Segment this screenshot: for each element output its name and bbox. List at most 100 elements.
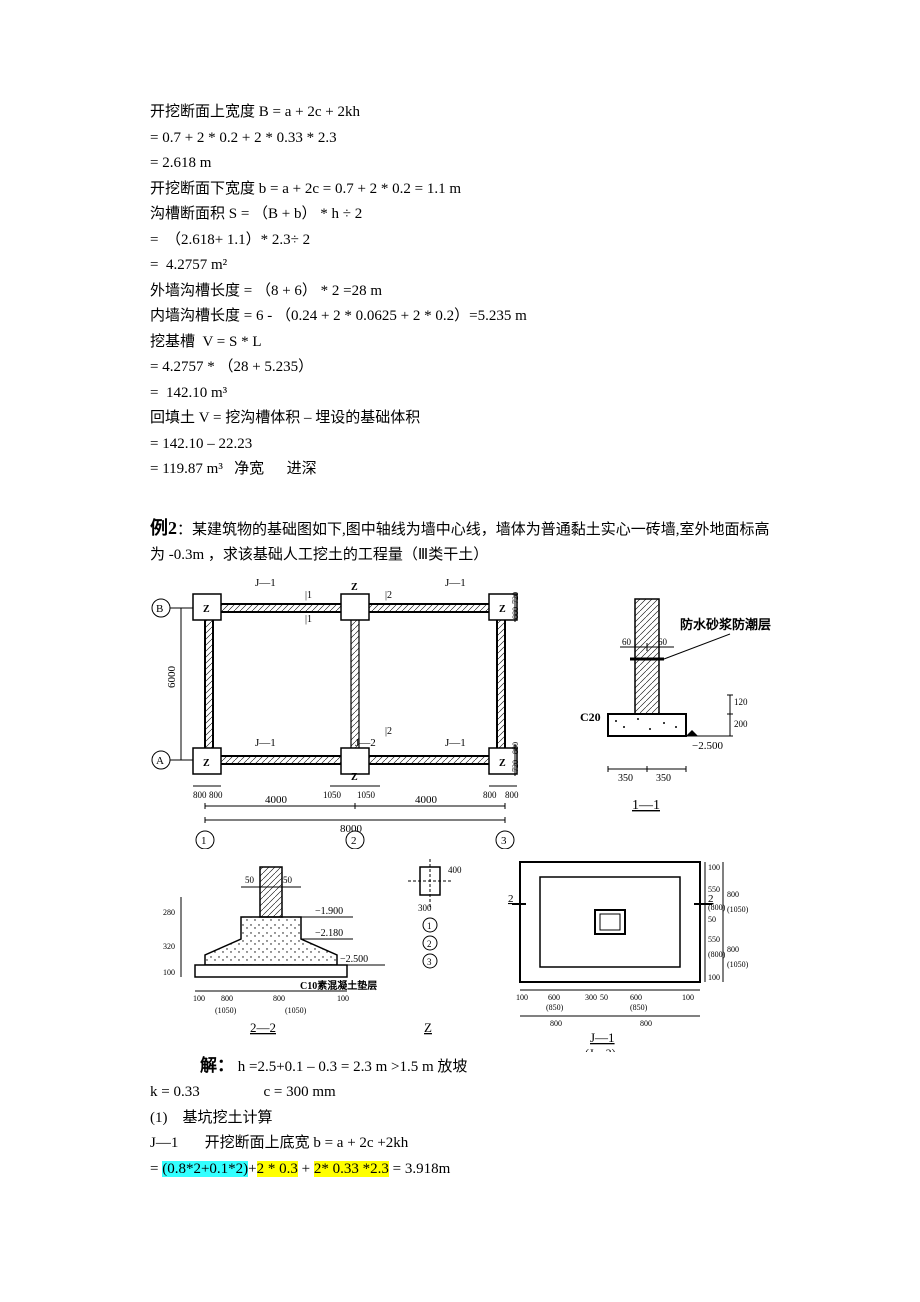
svg-text:100: 100: [708, 863, 720, 872]
svg-text:−1.900: −1.900: [315, 906, 343, 917]
svg-text:Z: Z: [424, 1020, 432, 1035]
solve-line: h =2.5+0.1 – 0.3 = 2.3 m >1.5 m 放坡: [234, 1059, 467, 1075]
svg-text:−2.180: −2.180: [315, 928, 343, 939]
calc-line: 回填土 V = 挖沟槽体积 – 埋设的基础体积: [150, 406, 780, 432]
svg-text:100: 100: [682, 993, 694, 1002]
svg-text:Z: Z: [203, 604, 210, 615]
svg-text:200: 200: [734, 719, 748, 729]
solution-block: 解： h =2.5+0.1 – 0.3 = 2.3 m >1.5 m 放坡 k …: [150, 1052, 780, 1183]
example-label: 例2: [150, 518, 177, 538]
svg-text:J—1: J—1: [445, 579, 466, 589]
svg-text:Z: Z: [351, 582, 358, 593]
svg-text:1—1: 1—1: [632, 798, 660, 813]
svg-text:(1050): (1050): [215, 1006, 237, 1015]
svg-text:120: 120: [734, 697, 748, 707]
solve-line: J—1 开挖断面上底宽 b = a + 2c +2kh: [150, 1131, 780, 1157]
diagram-sections: 5050 280320100 −1.900 −2.180 −2.500 C10素…: [150, 857, 780, 1052]
svg-text:60: 60: [622, 637, 632, 647]
calc-line: = （2.618+ 1.1）* 2.3÷ 2: [150, 228, 780, 254]
svg-text:1: 1: [427, 921, 432, 931]
svg-text:50: 50: [283, 875, 293, 885]
svg-text:Z: Z: [203, 758, 210, 769]
svg-text:|2: |2: [385, 590, 392, 601]
svg-text:−2.500: −2.500: [340, 954, 368, 965]
svg-text:800: 800: [727, 945, 739, 954]
svg-text:880: 880: [511, 607, 520, 619]
svg-text:50: 50: [245, 875, 255, 885]
diagram-plan-and-section: ZZZ ZZZ J—1J—2J—1 J—1J—2J—1 |1|2 |1|2 B …: [150, 579, 780, 849]
svg-text:C10素混凝土垫层: C10素混凝土垫层: [300, 979, 377, 992]
svg-text:2: 2: [427, 939, 432, 949]
svg-text:J—1: J—1: [255, 737, 276, 749]
calc-line: = 0.7 + 2 * 0.2 + 2 * 0.33 * 2.3: [150, 126, 780, 152]
svg-text:800: 800: [550, 1019, 562, 1028]
calc-line: = 2.618 m: [150, 151, 780, 177]
calc-line: 内墙沟槽长度 = 6 - （0.24 + 2 * 0.0625 + 2 * 0.…: [150, 304, 780, 330]
svg-text:600: 600: [630, 993, 642, 1002]
svg-text:(1050): (1050): [727, 960, 749, 969]
example-2: 例2：某建筑物的基础图如下,图中轴线为墙中心线，墙体为普通黏土实心一砖墙,室外地…: [150, 513, 780, 569]
svg-text:6000: 6000: [166, 665, 178, 688]
svg-text:J—1: J—1: [590, 1030, 615, 1045]
solve-label: 解：: [150, 1056, 234, 1075]
svg-text:(1050): (1050): [285, 1006, 307, 1015]
svg-text:100: 100: [163, 968, 175, 977]
svg-text:C20: C20: [580, 710, 601, 724]
svg-text:J—2: J—2: [355, 737, 376, 749]
svg-text:800: 800: [221, 994, 233, 1003]
svg-text:800: 800: [273, 994, 285, 1003]
svg-text:(1050): (1050): [727, 905, 749, 914]
svg-text:Z: Z: [499, 604, 506, 615]
svg-text:600: 600: [548, 993, 560, 1002]
svg-text:1: 1: [201, 835, 207, 847]
svg-text:4000: 4000: [265, 794, 288, 806]
svg-text:800: 800: [505, 790, 519, 800]
calc-block-1: 开挖断面上宽度 B = a + 2c + 2kh = 0.7 + 2 * 0.2…: [150, 100, 780, 483]
svg-text:2—2: 2—2: [250, 1020, 276, 1035]
svg-text:50: 50: [708, 915, 716, 924]
example-text: ：某建筑物的基础图如下,图中轴线为墙中心线，墙体为普通黏土实心一砖墙,室外地面标…: [150, 522, 770, 564]
svg-text:100: 100: [193, 994, 205, 1003]
svg-text:100: 100: [708, 973, 720, 982]
solve-line: (1) 基坑挖土计算: [150, 1106, 780, 1132]
svg-text:J—2: J—2: [355, 579, 376, 581]
svg-text:350: 350: [618, 773, 633, 784]
svg-text:2: 2: [351, 835, 357, 847]
solve-line-highlight: = (0.8*2+0.1*2)+2 * 0.3 + 2* 0.33 *2.3 =…: [150, 1157, 780, 1183]
svg-text:4000: 4000: [415, 794, 438, 806]
svg-text:−2.500: −2.500: [692, 740, 723, 752]
svg-text:|1: |1: [305, 614, 312, 625]
svg-text:300: 300: [418, 903, 432, 913]
svg-text:280: 280: [163, 908, 175, 917]
svg-text:A: A: [156, 755, 164, 767]
calc-line: 外墙沟槽长度 = （8 + 6） * 2 =28 m: [150, 279, 780, 305]
calc-line: = 119.87 m³ 净宽 进深: [150, 457, 780, 483]
svg-text:1050: 1050: [357, 790, 376, 800]
svg-text:Z: Z: [499, 758, 506, 769]
calc-line: 挖基槽 V = S * L: [150, 330, 780, 356]
svg-text:3: 3: [501, 835, 507, 847]
calc-line: = 142.10 – 22.23: [150, 432, 780, 458]
svg-text:J—1: J—1: [445, 737, 466, 749]
svg-text:(850): (850): [630, 1003, 648, 1012]
svg-text:800: 800: [640, 1019, 652, 1028]
solve-line: k = 0.33 c = 300 mm: [150, 1080, 780, 1106]
svg-text:720: 720: [511, 760, 520, 772]
calc-line: = 142.10 m³: [150, 381, 780, 407]
calc-line: 开挖断面上宽度 B = a + 2c + 2kh: [150, 100, 780, 126]
svg-text:300: 300: [585, 993, 597, 1002]
hl-cyan: (0.8*2+0.1*2): [162, 1161, 248, 1177]
svg-text:Z: Z: [351, 772, 358, 783]
svg-text:800: 800: [483, 790, 497, 800]
calc-line: 开挖断面下宽度 b = a + 2c = 0.7 + 2 * 0.2 = 1.1…: [150, 177, 780, 203]
svg-text:1050: 1050: [323, 790, 342, 800]
svg-text:550: 550: [708, 885, 720, 894]
svg-text:(850): (850): [546, 1003, 564, 1012]
calc-line: 沟槽断面积 S = （B + b） * h ÷ 2: [150, 202, 780, 228]
svg-text:3: 3: [427, 957, 432, 967]
svg-text:800: 800: [209, 790, 223, 800]
svg-text:B: B: [156, 603, 163, 615]
svg-text:350: 350: [656, 773, 671, 784]
svg-text:100: 100: [337, 994, 349, 1003]
svg-text:550: 550: [708, 935, 720, 944]
